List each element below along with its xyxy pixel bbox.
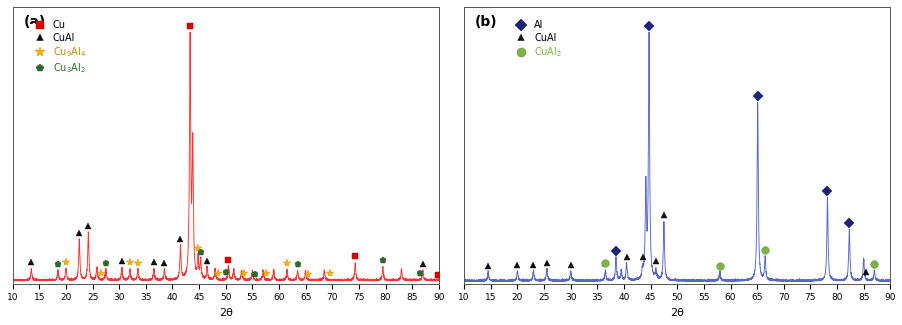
X-axis label: 2θ: 2θ [669, 308, 684, 318]
Text: (a): (a) [23, 15, 45, 29]
Legend: Al, CuAl, CuAl$_2$: Al, CuAl, CuAl$_2$ [511, 20, 561, 59]
X-axis label: 2θ: 2θ [218, 308, 233, 318]
Legend: Cu, CuAl, Cu$_9$Al$_4$, Cu$_3$Al$_2$: Cu, CuAl, Cu$_9$Al$_4$, Cu$_3$Al$_2$ [31, 20, 86, 75]
Text: (b): (b) [474, 15, 497, 29]
